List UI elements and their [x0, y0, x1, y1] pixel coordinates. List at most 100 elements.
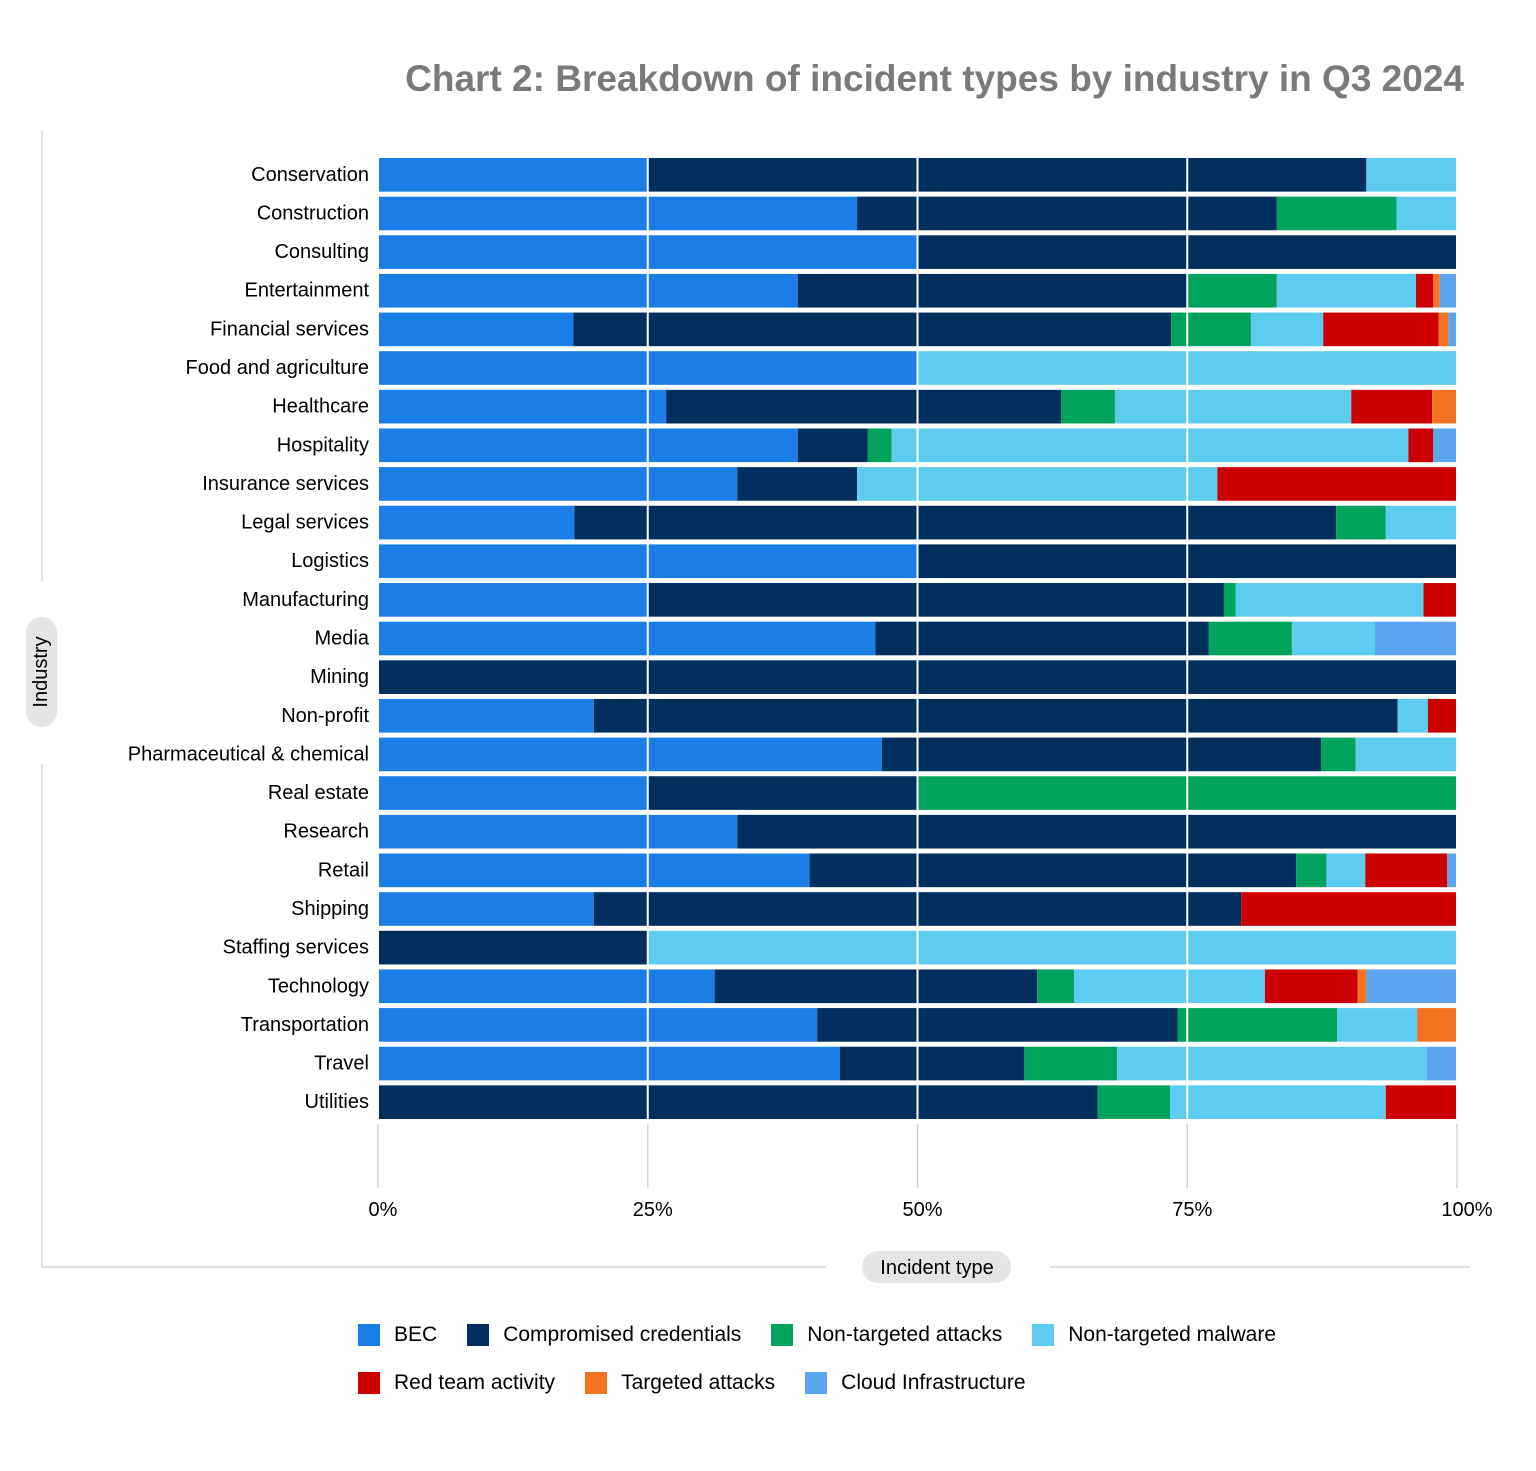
legend-swatch: [585, 1372, 608, 1394]
bar-segment: [1427, 698, 1457, 733]
legend-swatch: [805, 1372, 828, 1394]
legend-swatch: [1032, 1324, 1055, 1346]
bar-segment: [809, 853, 1297, 888]
bar-segment: [1037, 969, 1074, 1004]
category-label: Food and agriculture: [186, 357, 369, 379]
category-label: Media: [315, 628, 370, 650]
x-tick-labels: 0% 25% 50% 75% 100%: [369, 1199, 1493, 1221]
bar-segment: [1366, 158, 1457, 192]
bar-segment: [1073, 969, 1265, 1004]
bar-segment: [647, 158, 1367, 192]
x-tick-label: 75%: [1172, 1199, 1212, 1221]
category-label: Pharmaceutical & chemical: [128, 743, 369, 765]
bar-segment: [1024, 1046, 1118, 1081]
bar-segment: [1385, 1085, 1457, 1119]
legend-item: Non-targeted attacks: [771, 1323, 1002, 1347]
category-label: Utilities: [305, 1091, 369, 1113]
bar-segment: [1208, 621, 1292, 656]
legend-swatch: [467, 1324, 490, 1346]
bar-segment: [1426, 1046, 1457, 1081]
legend: BEC Compromised credentials Non-targeted a…: [358, 1318, 1408, 1414]
legend-item: Targeted attacks: [585, 1371, 775, 1395]
bar-segment: [574, 505, 1337, 540]
bar-segment: [1321, 737, 1356, 772]
bar-segment: [378, 814, 738, 849]
category-label: Logistics: [291, 550, 369, 572]
y-axis-title: Industry: [26, 617, 57, 727]
bar-segment: [1097, 1085, 1170, 1119]
bar-segment: [573, 312, 1172, 347]
legend-item: Red team activity: [358, 1371, 555, 1395]
bar-segment: [378, 312, 574, 347]
x-axis-label: Incident type: [880, 1257, 993, 1279]
bar-segment: [1250, 312, 1324, 347]
bars-layer: [378, 158, 1457, 1119]
bar-segment: [378, 196, 858, 231]
bar-segment: [1235, 583, 1424, 617]
category-label: Staffing services: [223, 937, 369, 959]
legend-label: Non-targeted attacks: [807, 1323, 1003, 1346]
bar-segment: [378, 505, 575, 540]
bar-segment: [378, 969, 715, 1004]
bar-segment: [1336, 505, 1386, 540]
category-label: Legal services: [241, 512, 369, 534]
legend-row: BEC Compromised credentials Non-targeted a…: [358, 1318, 1408, 1352]
bar-segment: [857, 196, 1277, 231]
category-labels: Conservation Construction Consulting Entert…: [128, 164, 370, 1113]
bar-segment: [714, 969, 1038, 1004]
category-label: Real estate: [268, 782, 369, 804]
legend-item: BEC: [358, 1323, 437, 1347]
legend-swatch: [771, 1324, 794, 1346]
bar-segment: [1448, 312, 1457, 347]
bar-segment: [857, 467, 1218, 501]
category-label: Financial services: [210, 318, 369, 340]
bar-segment: [1223, 583, 1236, 617]
bar-segment: [1291, 621, 1375, 656]
bar-segment: [647, 583, 1224, 617]
bar-segment: [1374, 621, 1457, 656]
bar-segment: [1355, 737, 1457, 772]
bar-segment: [797, 428, 868, 463]
chart-frame: [41, 130, 1470, 1268]
bar-segment: [378, 621, 876, 656]
bar-segment: [1417, 1008, 1457, 1042]
bar-segment: [378, 776, 648, 810]
bar-segment: [1423, 583, 1457, 617]
bar-segment: [378, 892, 594, 926]
x-axis-title: Incident type: [862, 1251, 1011, 1283]
bar-segment: [593, 698, 1398, 733]
bar-segment: [1276, 196, 1397, 231]
category-label: Retail: [318, 859, 369, 881]
category-label: Shipping: [291, 898, 369, 920]
bar-segment: [378, 1008, 818, 1042]
category-label: Transportation: [241, 1014, 369, 1036]
bar-segment: [1433, 273, 1440, 308]
bar-segment: [1169, 1085, 1386, 1119]
bar-segment: [378, 273, 798, 308]
category-label: Manufacturing: [242, 589, 369, 611]
bar-segment: [1439, 273, 1457, 308]
bar-segment: [666, 389, 1062, 424]
category-label: Travel: [314, 1053, 369, 1075]
bar-segment: [647, 776, 918, 810]
category-label: Entertainment: [244, 280, 369, 302]
bar-segment: [1365, 853, 1448, 888]
bar-segment: [1351, 389, 1433, 424]
y-axis-label: Industry: [30, 636, 52, 707]
bar-segment: [1432, 389, 1457, 424]
bar-segment: [378, 698, 594, 733]
bar-segment: [1337, 1008, 1418, 1042]
x-tick-label: 25%: [633, 1199, 673, 1221]
bar-segment: [867, 428, 892, 463]
bar-segment: [1433, 428, 1457, 463]
legend-label: Cloud Infrastructure: [841, 1371, 1026, 1394]
bar-segment: [378, 930, 648, 965]
bar-segment: [797, 273, 1188, 308]
gridlines: [377, 154, 1458, 1188]
bar-segment: [1326, 853, 1366, 888]
category-label: Non-profit: [281, 705, 369, 727]
bar-segment: [1177, 1008, 1338, 1042]
bar-segment: [1366, 969, 1457, 1004]
bar-segment: [378, 428, 798, 463]
category-label: Hospitality: [277, 434, 369, 456]
